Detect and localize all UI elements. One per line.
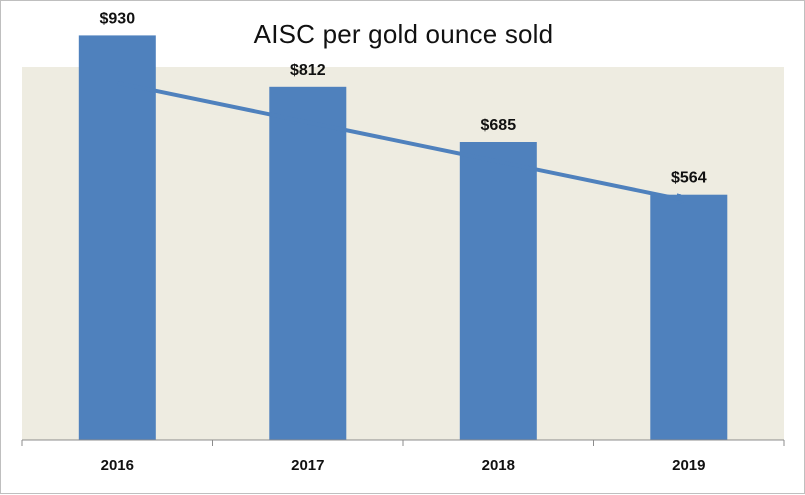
bar-2017 [269,86,347,441]
bar-2016 [78,35,156,441]
x-tick-label-2018: 2018 [482,457,515,474]
bar-2018 [459,142,537,440]
trend-arrow [117,81,684,200]
bar-2019 [650,194,728,440]
x-tick-label-2017: 2017 [291,457,324,474]
x-tick-label-2019: 2019 [672,457,705,474]
chart-title: AISC per gold ounce sold [253,19,554,49]
x-tick-label-2016: 2016 [101,457,134,474]
data-label-2019: $564 [671,170,707,187]
data-label-2017: $812 [290,62,326,79]
data-label-2018: $685 [481,117,517,134]
data-label-2016: $930 [100,10,136,27]
